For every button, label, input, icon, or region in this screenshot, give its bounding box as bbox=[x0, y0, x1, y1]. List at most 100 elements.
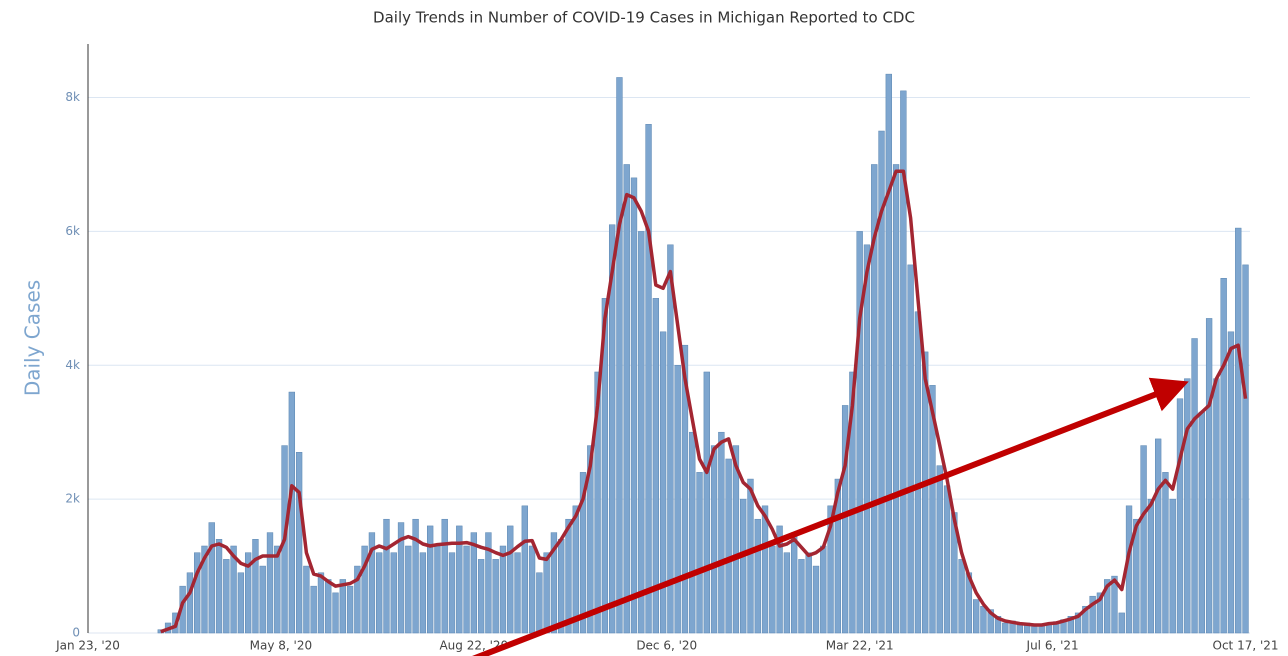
bar bbox=[426, 525, 434, 634]
y-tick-label: 4k bbox=[65, 358, 80, 372]
bar bbox=[798, 559, 805, 634]
bar bbox=[346, 585, 354, 634]
bar bbox=[914, 311, 922, 634]
bar bbox=[579, 472, 587, 634]
bar bbox=[368, 532, 376, 634]
bar bbox=[863, 244, 871, 634]
y-tick-label: 8k bbox=[65, 90, 80, 104]
bar bbox=[1133, 518, 1140, 634]
bar bbox=[1082, 605, 1089, 634]
bar bbox=[623, 164, 630, 634]
bar bbox=[354, 565, 361, 634]
bar bbox=[186, 572, 194, 634]
bar bbox=[397, 522, 405, 634]
bar bbox=[900, 90, 907, 634]
bar bbox=[987, 609, 994, 634]
bar bbox=[943, 485, 951, 634]
bar bbox=[594, 371, 601, 634]
bar bbox=[878, 130, 885, 634]
bar bbox=[587, 445, 594, 634]
bar bbox=[565, 518, 572, 634]
bar bbox=[681, 344, 689, 634]
bar bbox=[1104, 579, 1111, 634]
bar bbox=[259, 565, 266, 634]
bar bbox=[572, 505, 579, 634]
bar bbox=[1002, 622, 1009, 634]
bar bbox=[325, 579, 332, 634]
bar bbox=[558, 539, 565, 634]
bar bbox=[645, 124, 652, 634]
bar bbox=[885, 73, 892, 634]
bar bbox=[412, 518, 419, 634]
bar bbox=[1118, 612, 1125, 634]
bar bbox=[361, 545, 368, 634]
bar bbox=[710, 445, 718, 634]
bar bbox=[980, 605, 987, 634]
bar bbox=[725, 458, 732, 634]
bar bbox=[390, 552, 397, 634]
bar bbox=[252, 539, 259, 634]
bar bbox=[834, 478, 842, 634]
bar bbox=[1235, 227, 1242, 634]
bar bbox=[907, 264, 914, 634]
bar bbox=[485, 532, 492, 634]
bar bbox=[667, 244, 674, 634]
bar bbox=[543, 552, 550, 634]
bar bbox=[820, 545, 827, 634]
bar bbox=[696, 472, 703, 634]
y-tick-label: 6k bbox=[65, 224, 80, 238]
y-tick-label: 0 bbox=[72, 626, 80, 640]
bar bbox=[1089, 595, 1096, 634]
bar bbox=[659, 331, 667, 634]
bar bbox=[689, 431, 696, 634]
bar bbox=[849, 371, 856, 634]
bar bbox=[1140, 445, 1147, 634]
bar bbox=[244, 552, 252, 634]
bar bbox=[1169, 498, 1176, 634]
bar bbox=[892, 164, 900, 634]
bar bbox=[805, 552, 812, 634]
bar bbox=[1213, 378, 1220, 634]
bar bbox=[492, 559, 499, 634]
bar bbox=[1191, 338, 1198, 634]
bar bbox=[477, 559, 485, 634]
bar bbox=[630, 177, 638, 634]
bar bbox=[1016, 624, 1024, 634]
x-tick-label: May 8, '20 bbox=[250, 639, 312, 653]
bar bbox=[769, 545, 776, 634]
lines bbox=[160, 169, 1248, 634]
x-tick-label: Oct 17, '21 bbox=[1213, 639, 1279, 653]
bar bbox=[1198, 411, 1206, 634]
bar bbox=[827, 505, 834, 634]
bar bbox=[441, 518, 448, 634]
x-tick-label: Mar 22, '21 bbox=[826, 639, 894, 653]
bar bbox=[783, 552, 791, 634]
bar bbox=[747, 478, 754, 634]
bar bbox=[266, 532, 274, 634]
bar bbox=[434, 545, 441, 634]
bar bbox=[790, 532, 798, 634]
bar bbox=[201, 545, 208, 634]
bar bbox=[1176, 398, 1184, 634]
bar bbox=[528, 545, 536, 634]
bar bbox=[208, 522, 215, 634]
bar bbox=[536, 572, 543, 634]
bar bbox=[1111, 575, 1118, 634]
y-axis-label: Daily Cases bbox=[21, 280, 45, 396]
bar bbox=[463, 545, 470, 634]
bar bbox=[972, 599, 980, 634]
bar bbox=[383, 518, 390, 634]
bar bbox=[274, 545, 281, 634]
annotation-arrow bbox=[472, 377, 1189, 656]
bar bbox=[652, 298, 660, 634]
bar bbox=[499, 545, 507, 634]
bar bbox=[761, 505, 769, 634]
bar bbox=[317, 572, 325, 634]
bar bbox=[958, 559, 965, 634]
bar bbox=[1227, 331, 1235, 634]
bar bbox=[215, 539, 223, 634]
bar bbox=[871, 164, 878, 634]
bar bbox=[1205, 318, 1213, 634]
bar bbox=[1067, 616, 1074, 634]
bar bbox=[703, 371, 710, 634]
